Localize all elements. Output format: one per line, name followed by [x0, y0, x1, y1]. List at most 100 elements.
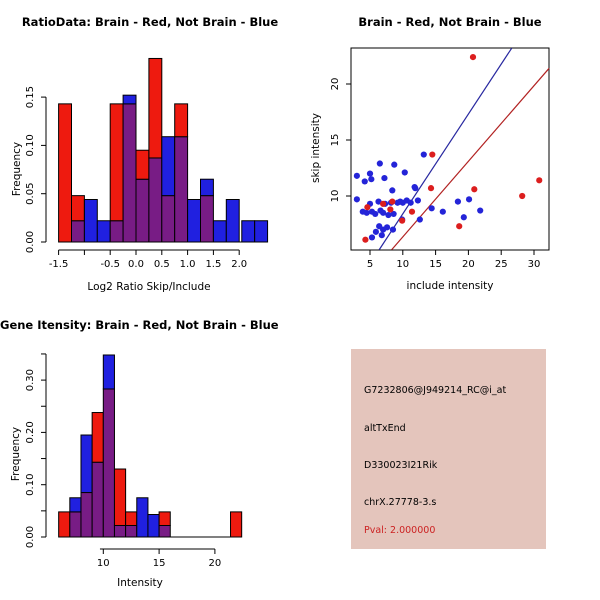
hist-bar-overlap: [161, 195, 176, 243]
data-point-red: [362, 236, 369, 243]
hist-bar-blue: [96, 220, 111, 243]
hist-bar-red: [148, 57, 163, 159]
splice-event-text: altTxEnd: [364, 423, 406, 434]
data-point-red: [408, 208, 416, 215]
gene-histogram-canvas: 10 15 20 0.00 0.10 0.20 0.30: [25, 353, 243, 569]
x-tick-label: 20: [209, 558, 222, 569]
y-tick-label: 0.30: [25, 369, 36, 391]
hist-bar-blue: [102, 354, 115, 390]
hist-bar-blue: [122, 94, 137, 105]
hist-bar-blue: [187, 198, 202, 243]
hist-bar-blue: [241, 220, 256, 243]
data-point-blue: [416, 216, 423, 223]
scatter-canvas: 5 10 15 20 25 30 10 15 20: [330, 47, 550, 270]
gene-info-box: G7232806@J949214_RC@i_at altTxEnd D33002…: [351, 349, 546, 549]
data-point-red: [399, 217, 406, 224]
data-point-blue: [412, 185, 419, 192]
data-point-red: [469, 54, 477, 61]
hist-bar-overlap: [69, 511, 82, 538]
data-point-red: [364, 204, 371, 211]
hist-bar-red: [109, 103, 124, 222]
red-fit-line: [391, 67, 550, 251]
data-point-blue: [383, 224, 391, 231]
x-tick-label: -1.5: [49, 259, 69, 270]
gene-x-axis-label: Intensity: [117, 577, 163, 589]
x-tick-label: 30: [528, 259, 541, 270]
y-tick-label: 15: [330, 134, 341, 147]
data-point-blue: [391, 161, 398, 168]
x-tick-label: 10: [396, 259, 409, 270]
data-point-blue: [375, 198, 382, 205]
data-point-blue: [389, 226, 397, 233]
data-point-red: [429, 151, 436, 158]
y-tick-label: 0.10: [25, 474, 36, 496]
data-point-blue: [366, 170, 374, 177]
data-point-blue: [378, 232, 385, 239]
y-tick-label: 0.15: [25, 86, 36, 108]
blue-fit-line: [378, 47, 513, 251]
hist-bar-red: [58, 511, 71, 538]
hist-bar-blue: [83, 198, 98, 243]
x-tick-label: 5: [367, 259, 373, 270]
data-point-blue: [477, 207, 484, 214]
data-point-red: [427, 185, 435, 192]
hist-bar-overlap: [91, 461, 104, 538]
data-point-blue: [368, 176, 375, 183]
hist-bar-red: [58, 103, 72, 243]
data-point-blue: [454, 198, 462, 205]
hist-bar-blue: [254, 220, 269, 243]
y-tick-label: 0.00: [25, 526, 36, 548]
hist-bar-overlap: [148, 157, 163, 243]
data-point-red: [389, 198, 396, 205]
panel-scatter-plot: Brain - Red, Not Brain - Blue skip inten…: [300, 0, 600, 300]
x-tick-label: 2.0: [231, 259, 247, 270]
x-tick-label: 15: [429, 259, 442, 270]
hist-bar-red: [71, 195, 85, 222]
y-tick-label: 20: [330, 78, 341, 91]
panel-gene-histogram: Gene Itensity: Brain - Red, Not Brain - …: [0, 300, 300, 600]
data-point-blue: [465, 196, 473, 203]
data-point-blue: [407, 199, 414, 206]
scatter-x-axis-label: include intensity: [406, 280, 494, 292]
y-tick-label: 0.00: [25, 231, 36, 253]
data-point-blue: [439, 208, 446, 215]
hist-bar-overlap: [158, 524, 171, 538]
data-point-red: [380, 200, 387, 207]
hist-bar-red: [174, 103, 189, 138]
data-point-red: [536, 177, 543, 184]
hist-bar-blue: [161, 136, 176, 197]
hist-bar-overlap: [113, 524, 127, 538]
hist-bar-red: [135, 149, 150, 180]
data-point-red: [387, 206, 394, 213]
data-point-blue: [380, 209, 387, 216]
data-point-blue: [363, 209, 370, 216]
data-point-blue: [376, 160, 383, 167]
hist-bar-red: [91, 412, 104, 463]
x-tick-label: 25: [495, 259, 508, 270]
hist-bar-red: [125, 511, 138, 526]
x-tick-label: -0.5: [100, 259, 120, 270]
hist-bar-red: [230, 511, 243, 538]
data-point-blue: [381, 174, 388, 182]
probeset-text: chrX.27778-3.s: [364, 497, 437, 508]
x-tick-label: 0.0: [128, 259, 144, 270]
data-point-blue: [353, 196, 360, 203]
x-tick-label: 0.5: [154, 259, 170, 270]
hist-bar-overlap: [109, 220, 124, 243]
gene-symbol-text: D330023I21Rik: [364, 460, 438, 471]
hist-bar-overlap: [80, 492, 93, 538]
hist-bar-overlap: [135, 178, 150, 243]
data-point-blue: [390, 210, 397, 218]
panel-ratio-histogram: RatioData: Brain - Red, Not Brain - Blue…: [0, 0, 300, 300]
hist-bar-blue: [225, 198, 240, 243]
data-point-red: [519, 192, 526, 200]
data-point-blue: [361, 178, 368, 185]
pval-text: Pval: 2.000000: [364, 525, 436, 536]
y-tick-label: 10: [330, 190, 341, 203]
data-point-blue: [372, 228, 380, 235]
y-tick-label: 0.05: [25, 183, 36, 205]
plot-frame: [350, 47, 550, 251]
data-point-blue: [460, 214, 467, 221]
x-tick-label: 20: [462, 259, 475, 270]
